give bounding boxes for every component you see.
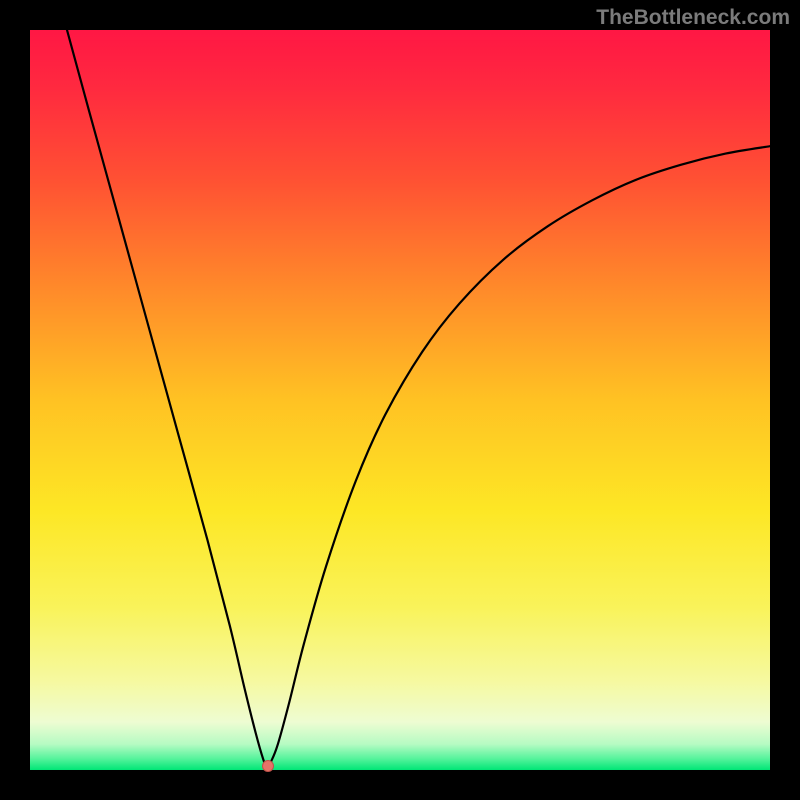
watermark-text: TheBottleneck.com xyxy=(596,6,790,30)
optimal-point-marker xyxy=(262,760,274,772)
bottleneck-curve xyxy=(30,30,770,770)
plot-area xyxy=(30,30,770,770)
